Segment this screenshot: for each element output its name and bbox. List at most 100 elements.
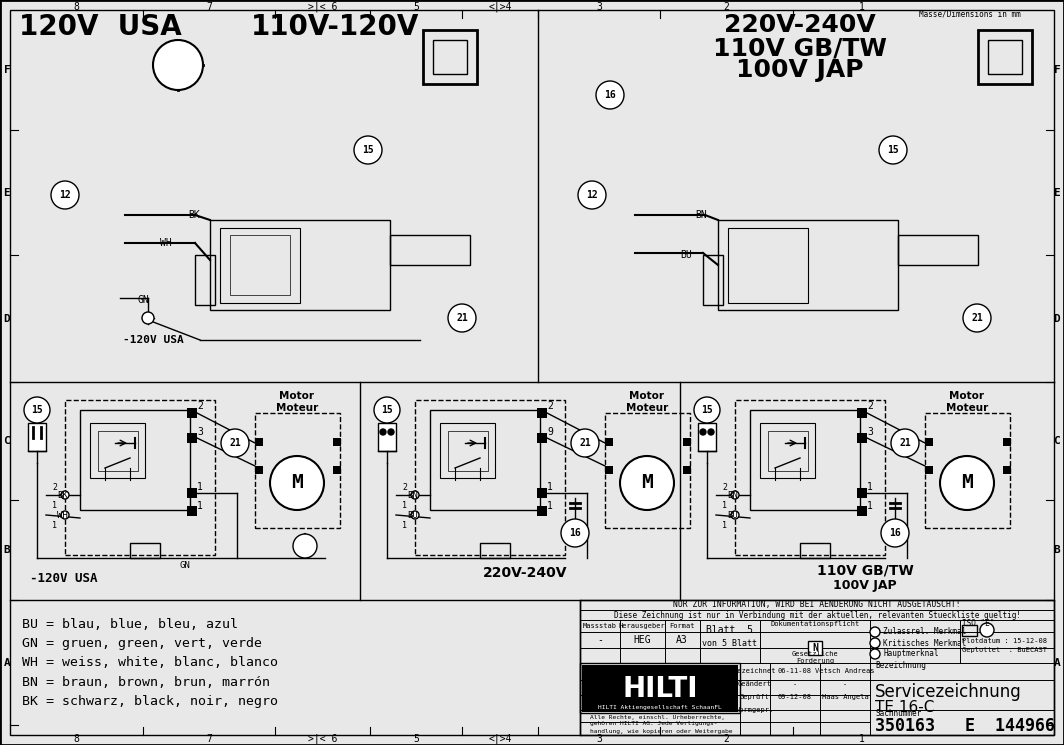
Circle shape [731, 491, 739, 499]
Bar [925, 413, 1010, 528]
Bar [230, 235, 290, 295]
Circle shape [411, 491, 419, 499]
Text: -: - [843, 681, 847, 687]
Text: 1: 1 [722, 501, 727, 510]
Text: 5: 5 [413, 734, 419, 744]
Text: gehören HILTI AG. Jede Vertigungs-: gehören HILTI AG. Jede Vertigungs- [591, 721, 717, 726]
Bar [210, 220, 390, 310]
Circle shape [153, 40, 203, 90]
Text: GN: GN [138, 295, 150, 305]
Text: Sachnummer: Sachnummer [875, 708, 921, 717]
Text: 2: 2 [722, 484, 727, 492]
Text: Servicezeichnung: Servicezeichnung [875, 683, 1021, 701]
Bar [768, 431, 808, 471]
Bar [195, 255, 215, 305]
Text: ISO "E": ISO "E" [962, 618, 995, 627]
Text: 1: 1 [547, 501, 553, 511]
Text: 350163   E  144966: 350163 E 144966 [875, 717, 1055, 735]
Text: GN = gruen, green, vert, verde: GN = gruen, green, vert, verde [22, 638, 262, 650]
Bar [537, 433, 547, 443]
Circle shape [571, 429, 599, 457]
Text: -120V USA: -120V USA [30, 571, 98, 585]
Text: 2: 2 [724, 734, 730, 744]
Bar [187, 433, 197, 443]
Text: 100V JAP: 100V JAP [736, 58, 864, 82]
Bar [537, 488, 547, 498]
Circle shape [561, 519, 589, 547]
Bar [98, 431, 138, 471]
Text: 12: 12 [60, 190, 71, 200]
Circle shape [881, 519, 909, 547]
Text: 3: 3 [867, 427, 872, 437]
Bar [255, 413, 340, 528]
Text: 2: 2 [197, 401, 203, 411]
Text: BN: BN [408, 490, 418, 499]
Bar [582, 665, 738, 712]
Bar [130, 543, 160, 558]
Text: -: - [597, 635, 603, 645]
Text: Geprüft: Geprüft [741, 694, 770, 700]
Bar [857, 408, 867, 418]
Bar [255, 438, 263, 446]
Text: BN: BN [727, 490, 737, 499]
Text: E: E [1053, 188, 1061, 197]
Text: 9: 9 [547, 427, 553, 437]
Bar [433, 40, 467, 74]
Bar [698, 423, 716, 451]
Text: 2: 2 [52, 484, 57, 492]
Circle shape [388, 429, 394, 435]
Bar [750, 410, 860, 510]
Bar [423, 30, 477, 84]
Text: F: F [1053, 65, 1061, 75]
Text: Motor
Moteur: Motor Moteur [946, 391, 988, 413]
Text: C: C [3, 436, 11, 446]
Circle shape [870, 649, 880, 659]
Text: WH: WH [160, 238, 171, 248]
Text: WH = weiss, white, blanc, blanco: WH = weiss, white, blanc, blanco [22, 656, 278, 670]
Text: Masse/Dimensions in mm: Masse/Dimensions in mm [919, 10, 1020, 19]
Bar [728, 228, 808, 303]
Text: A3: A3 [676, 635, 687, 645]
Bar [537, 506, 547, 516]
Text: 110V-120V: 110V-120V [251, 13, 419, 41]
Text: von 5 Blatt: von 5 Blatt [702, 638, 758, 647]
Bar [735, 400, 885, 555]
Bar [415, 400, 565, 555]
Circle shape [708, 429, 714, 435]
Bar [925, 466, 933, 474]
Bar [683, 466, 691, 474]
Circle shape [694, 397, 720, 423]
Text: Geändert: Geändert [738, 681, 772, 687]
Circle shape [293, 534, 317, 558]
Bar [857, 506, 867, 516]
Text: 120V  USA: 120V USA [19, 13, 181, 41]
Text: Plotdatum : 15-12-08: Plotdatum : 15-12-08 [962, 638, 1047, 644]
Text: 15: 15 [887, 145, 899, 155]
Text: BK = schwarz, black, noir, negro: BK = schwarz, black, noir, negro [22, 694, 278, 708]
Text: 2: 2 [547, 401, 553, 411]
Text: Dokumentationspflicht: Dokumentationspflicht [770, 621, 860, 627]
Bar [898, 235, 978, 265]
Text: 21: 21 [229, 438, 240, 448]
Bar [1003, 466, 1011, 474]
Circle shape [700, 429, 706, 435]
Text: 21: 21 [899, 438, 911, 448]
Bar [580, 600, 1054, 735]
Text: A: A [3, 658, 11, 668]
Text: D: D [3, 314, 11, 323]
Text: 15: 15 [362, 145, 373, 155]
Circle shape [731, 511, 739, 519]
Circle shape [879, 136, 907, 164]
Text: 7: 7 [206, 734, 212, 744]
Text: BU: BU [680, 250, 692, 260]
Text: 06-11-08: 06-11-08 [778, 668, 812, 674]
Text: 1: 1 [52, 522, 57, 530]
Text: Bezeichnung: Bezeichnung [875, 662, 926, 671]
Bar [440, 423, 495, 478]
Text: 1: 1 [52, 501, 57, 510]
Text: Format: Format [669, 623, 695, 629]
Bar [580, 663, 739, 713]
Bar [857, 488, 867, 498]
Text: Motor
Moteur: Motor Moteur [276, 391, 318, 413]
Text: <|>4: <|>4 [488, 734, 512, 744]
